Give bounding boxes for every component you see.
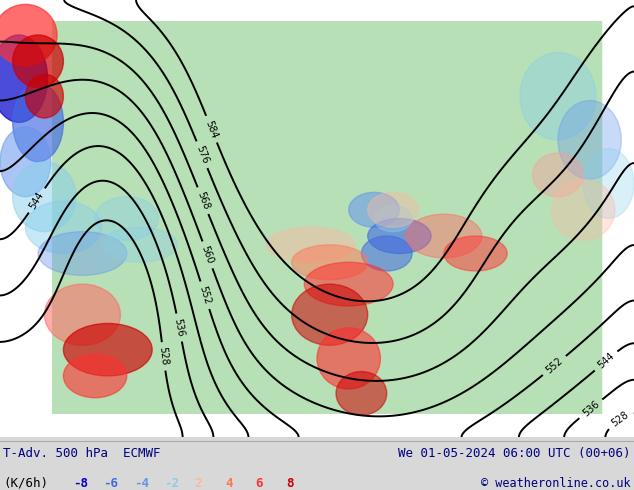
Ellipse shape: [292, 284, 368, 345]
Text: 544: 544: [28, 190, 46, 211]
Text: -2: -2: [164, 477, 179, 490]
Text: 584: 584: [204, 119, 219, 140]
Text: -4: -4: [134, 477, 149, 490]
Text: 536: 536: [581, 399, 601, 418]
Text: 528: 528: [157, 346, 169, 366]
Text: We 01-05-2024 06:00 UTC (00+06): We 01-05-2024 06:00 UTC (00+06): [398, 446, 631, 460]
Ellipse shape: [304, 262, 393, 306]
Ellipse shape: [44, 284, 120, 345]
Ellipse shape: [63, 354, 127, 398]
Ellipse shape: [13, 162, 76, 232]
Text: 576: 576: [194, 144, 210, 165]
Text: © weatheronline.co.uk: © weatheronline.co.uk: [481, 477, 631, 490]
Ellipse shape: [317, 328, 380, 389]
Ellipse shape: [406, 214, 482, 258]
Ellipse shape: [336, 371, 387, 415]
Ellipse shape: [13, 35, 63, 87]
Text: 8: 8: [286, 477, 294, 490]
Text: 4: 4: [225, 477, 233, 490]
Ellipse shape: [520, 52, 596, 140]
Ellipse shape: [0, 127, 51, 196]
Ellipse shape: [374, 205, 412, 232]
Ellipse shape: [25, 74, 63, 118]
Text: 560: 560: [200, 245, 216, 265]
Ellipse shape: [13, 83, 63, 162]
Text: T-Adv. 500 hPa  ECMWF: T-Adv. 500 hPa ECMWF: [3, 446, 160, 460]
Ellipse shape: [63, 323, 152, 376]
Ellipse shape: [349, 192, 399, 227]
Ellipse shape: [361, 236, 412, 271]
Text: -8: -8: [73, 477, 88, 490]
Text: 552: 552: [544, 356, 565, 375]
Text: (K/6h): (K/6h): [3, 477, 48, 490]
Ellipse shape: [583, 148, 634, 219]
Ellipse shape: [266, 227, 355, 262]
Text: 2: 2: [195, 477, 202, 490]
Text: 552: 552: [197, 285, 212, 306]
Ellipse shape: [0, 4, 57, 66]
Text: -6: -6: [103, 477, 119, 490]
Text: 6: 6: [256, 477, 263, 490]
Ellipse shape: [368, 219, 431, 253]
Ellipse shape: [444, 236, 507, 271]
Ellipse shape: [25, 201, 101, 253]
Text: 544: 544: [596, 351, 616, 371]
Ellipse shape: [558, 100, 621, 179]
Ellipse shape: [38, 232, 127, 275]
Ellipse shape: [533, 153, 583, 196]
Ellipse shape: [292, 245, 368, 280]
Ellipse shape: [368, 192, 418, 227]
Ellipse shape: [0, 35, 48, 122]
Ellipse shape: [101, 227, 178, 262]
Text: 536: 536: [172, 318, 186, 338]
Ellipse shape: [95, 196, 158, 241]
Text: 528: 528: [609, 410, 630, 429]
Ellipse shape: [552, 179, 615, 241]
Text: 568: 568: [195, 190, 211, 211]
